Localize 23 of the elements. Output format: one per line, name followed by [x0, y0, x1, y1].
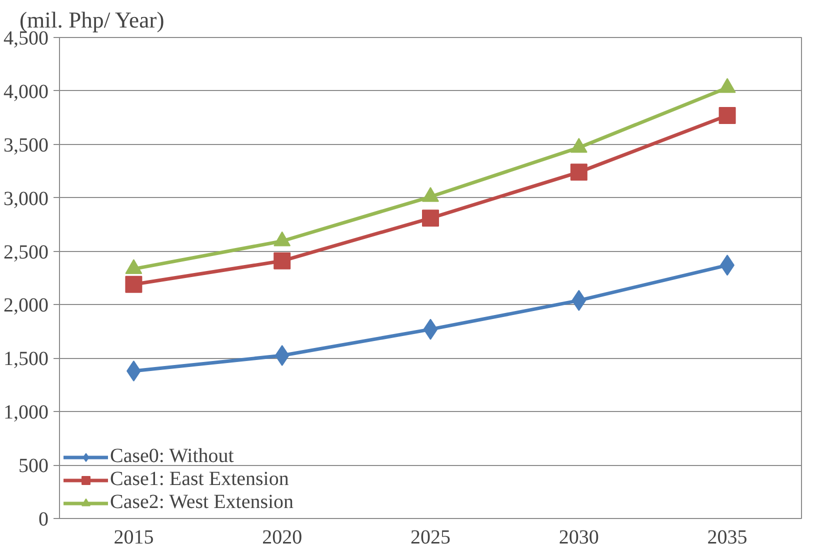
x-tick-label: 2025	[410, 526, 450, 546]
y-tick-label: 0	[38, 508, 48, 530]
y-tick-label: 3,000	[4, 188, 48, 210]
x-tick-label: 2035	[707, 526, 748, 546]
y-tick-label: 3,500	[4, 134, 48, 156]
y-tick-label: 2,500	[4, 241, 48, 264]
y-tick-label: 1,500	[4, 348, 48, 370]
point	[274, 252, 291, 270]
y-tick-label: 500	[18, 455, 48, 478]
x-tick-label: 2030	[558, 526, 599, 546]
y-axis-title: (mil. Php/ Year)	[20, 8, 164, 32]
point	[422, 210, 439, 227]
y-tick-label: 1,000	[4, 402, 48, 424]
point	[125, 276, 142, 293]
legend-label: Case1: East Extension	[110, 468, 289, 491]
x-tick-label: 2015	[114, 526, 154, 546]
legend-label: Case2: West Extension	[110, 491, 294, 514]
y-tick-label: 2,000	[4, 294, 48, 317]
legend-label: Case0: Without	[110, 445, 234, 468]
x-tick-label: 2020	[262, 526, 302, 546]
point	[570, 164, 588, 181]
point	[718, 107, 736, 124]
y-tick-label: 4,000	[4, 80, 48, 103]
